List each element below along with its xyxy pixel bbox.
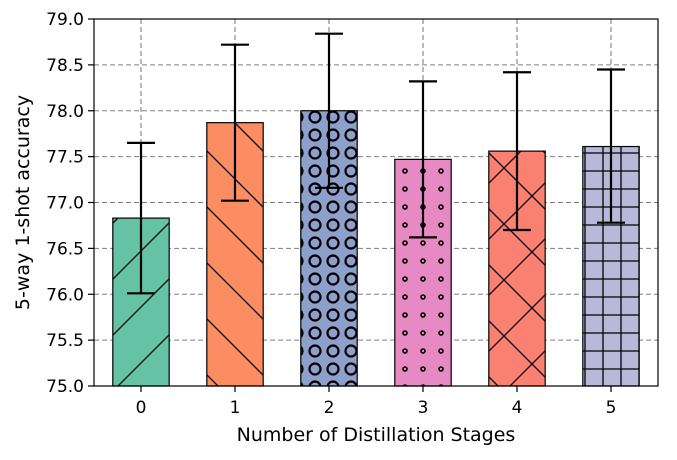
error-bar-0 xyxy=(127,141,155,295)
x-tick-label: 4 xyxy=(512,398,523,418)
error-bars xyxy=(127,32,625,295)
y-tick-label: 76.5 xyxy=(46,239,84,259)
y-axis: 75.0 75.5 76.0 76.5 77.0 77.5 78.0 78.5 79.0 xyxy=(46,10,94,397)
y-tick-label: 75.5 xyxy=(46,331,84,351)
x-axis-label: Number of Distillation Stages xyxy=(237,424,516,446)
y-tick-label: 77.5 xyxy=(46,148,84,168)
y-tick-label: 78.0 xyxy=(46,102,84,122)
error-bar-3 xyxy=(409,80,437,239)
x-tick-label: 5 xyxy=(606,398,617,418)
error-bar-5 xyxy=(597,68,625,224)
y-tick-label: 78.5 xyxy=(46,56,84,76)
error-bar-2 xyxy=(315,32,343,189)
y-tick-label: 75.0 xyxy=(46,377,84,397)
x-tick-label: 2 xyxy=(324,398,335,418)
error-bar-1 xyxy=(221,43,249,202)
x-axis: 0 1 2 3 4 5 xyxy=(136,386,617,418)
y-tick-label: 77.0 xyxy=(46,194,84,214)
y-tick-label: 76.0 xyxy=(46,285,84,305)
y-axis-label: 5-way 1-shot accuracy xyxy=(12,95,34,310)
error-bar-4 xyxy=(503,71,531,232)
grid xyxy=(94,18,658,387)
x-tick-label: 3 xyxy=(418,398,429,418)
bars xyxy=(112,110,640,387)
x-tick-label: 1 xyxy=(230,398,241,418)
x-tick-label: 0 xyxy=(136,398,147,418)
y-tick-label: 79.0 xyxy=(46,10,84,30)
